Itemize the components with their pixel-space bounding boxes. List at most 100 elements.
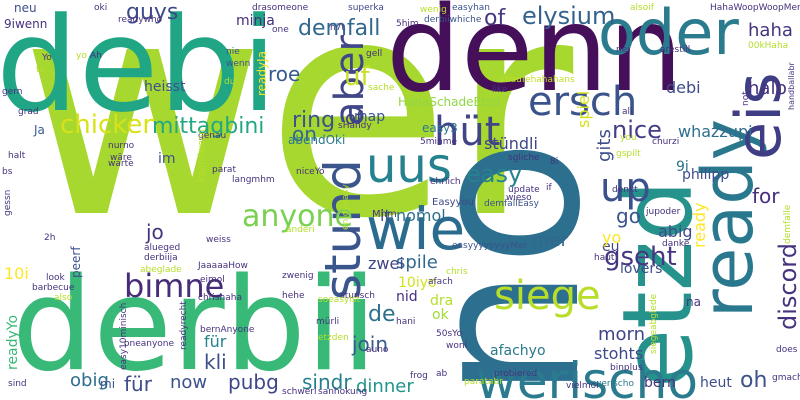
cloud-word: JaaaaaHow	[198, 261, 248, 271]
cloud-word: go	[616, 204, 641, 228]
cloud-word: siegeabglede	[649, 293, 659, 354]
cloud-word: nie	[226, 47, 240, 57]
cloud-word: peerf	[69, 246, 83, 278]
cloud-word: if	[546, 183, 552, 193]
cloud-word: gseht	[604, 242, 677, 272]
cloud-word: paratabr	[464, 377, 503, 387]
cloud-word: dra	[430, 293, 454, 309]
cloud-word: sind	[8, 379, 27, 389]
cloud-word: of	[484, 6, 506, 31]
cloud-word: easyhan	[452, 3, 490, 13]
cloud-word: join	[352, 332, 389, 356]
cloud-word: philipp	[682, 167, 730, 183]
cloud-word: uf	[344, 62, 370, 92]
cloud-word: stohts	[594, 344, 644, 363]
cloud-word: warte	[108, 159, 134, 169]
cloud-word: uus	[366, 138, 452, 194]
cloud-word: hüt	[434, 109, 501, 155]
cloud-word: one	[272, 25, 289, 35]
cloud-word: ersch	[528, 79, 638, 125]
cloud-word: denkt	[612, 185, 638, 195]
cloud-word: jupoder	[646, 207, 681, 217]
cloud-word: easyyyyyyyyMer	[452, 241, 528, 251]
cloud-word: roe	[268, 62, 301, 86]
cloud-word: debi	[0, 0, 278, 141]
cloud-word: jo	[146, 220, 164, 244]
cloud-word: nomol	[396, 206, 446, 225]
cloud-word: Ja	[34, 123, 45, 137]
cloud-word: mer	[532, 230, 569, 251]
cloud-word: elysium	[522, 2, 616, 30]
cloud-word: siege	[494, 273, 601, 319]
cloud-word: 9i	[676, 159, 689, 175]
cloud-word: yo	[76, 51, 87, 61]
cloud-word: abig	[658, 222, 693, 241]
cloud-word: haha	[748, 20, 793, 41]
cloud-word: now	[170, 372, 208, 393]
cloud-word: nei	[616, 45, 630, 55]
cloud-word: derbii	[12, 251, 377, 400]
cloud-word: alsoif	[630, 3, 654, 13]
cloud-word: eimol	[200, 275, 225, 285]
cloud-word: sHandy	[338, 121, 372, 131]
cloud-word: genau	[198, 131, 227, 141]
cloud-word: hani	[396, 317, 416, 327]
cloud-word: of	[345, 108, 363, 129]
cloud-word: 10i	[4, 264, 29, 283]
cloud-word: du	[224, 77, 236, 87]
cloud-word: debi	[666, 78, 701, 97]
cloud-word: chris	[446, 267, 468, 277]
cloud-word: niceYo	[296, 167, 325, 177]
cloud-word: sanhokung	[318, 387, 368, 397]
cloud-word: oneanyone	[124, 339, 175, 349]
cloud-word: auno	[366, 345, 389, 355]
cloud-word: grad	[18, 107, 39, 117]
cloud-word: barbecue	[32, 283, 75, 293]
cloud-word: yo	[602, 228, 622, 247]
cloud-word: drasomeone	[252, 3, 309, 13]
cloud-word: ok	[432, 307, 449, 323]
cloud-word: spile	[396, 252, 438, 273]
cloud-word: demfall	[298, 16, 381, 41]
cloud-word: ehrlich	[430, 177, 461, 187]
cloud-word: handballabr	[787, 62, 796, 110]
cloud-word: mürli	[316, 317, 340, 327]
cloud-word: stunsch	[340, 291, 375, 301]
cloud-word: also	[54, 293, 73, 303]
cloud-word: stündli	[484, 134, 538, 153]
cloud-word: afach	[428, 277, 453, 287]
cloud-word: obig	[70, 370, 109, 391]
cloud-word: not	[741, 91, 751, 106]
cloud-word: kli	[204, 350, 227, 374]
cloud-word: minja	[236, 13, 275, 29]
cloud-word: bernAnyone	[200, 325, 255, 335]
cloud-word: wer	[20, 0, 574, 284]
cloud-word: does	[776, 345, 798, 355]
cloud-word: enjoyeasy	[341, 184, 351, 230]
cloud-word: all	[622, 107, 633, 117]
cloud-word: churzi	[652, 137, 680, 147]
cloud-word: alueged	[144, 243, 181, 253]
cloud-word: demfallEasy	[484, 199, 539, 209]
cloud-word: frog	[410, 371, 428, 381]
cloud-word: irgendwenn	[197, 128, 207, 182]
cloud-word: demfalle	[783, 204, 793, 244]
cloud-word: morn	[598, 324, 646, 345]
cloud-word: werischo	[594, 379, 634, 389]
cloud-word: afachyo	[490, 343, 546, 359]
cloud-word: ring	[292, 108, 336, 133]
cloud-word: spiel	[574, 90, 593, 128]
cloud-word: sache	[368, 83, 395, 93]
cloud-word: 5him	[396, 19, 419, 29]
cloud-word: readyrecht	[179, 301, 189, 350]
cloud-word: update	[508, 185, 540, 195]
cloud-word: anyone	[242, 199, 353, 234]
cloud-word: gits	[594, 129, 615, 162]
cloud-word: gessn	[3, 189, 13, 216]
cloud-word: derbiiwhiche	[424, 15, 482, 25]
cloud-word: anderi	[286, 225, 315, 235]
cloud-word: oder	[598, 0, 739, 69]
cloud-word: dinner	[356, 376, 414, 397]
cloud-word: hehe	[282, 291, 305, 301]
cloud-word: woni	[446, 341, 468, 351]
